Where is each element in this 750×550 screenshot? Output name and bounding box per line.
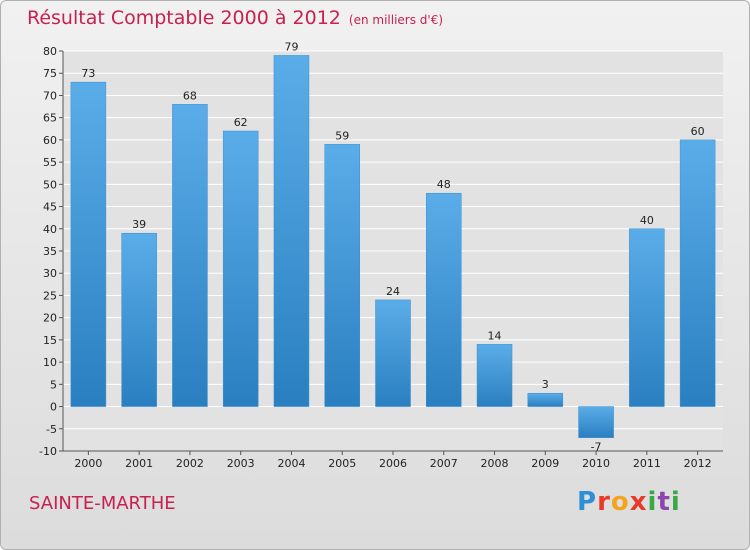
bar-2003	[222, 130, 259, 407]
x-tick-label-2010: 2010	[582, 457, 610, 470]
bars	[70, 55, 716, 438]
bar-2002	[172, 104, 208, 407]
data-labels: 73 39 68 62 79 59 24 48 14 3 -7 40 60	[81, 40, 704, 453]
x-tick-label-2002: 2002	[176, 457, 204, 470]
x-tick-label-2012: 2012	[684, 457, 712, 470]
y-tick-label: 25	[43, 289, 57, 302]
y-tick-label: 50	[43, 178, 57, 191]
y-tick-label: 10	[43, 356, 57, 369]
logo-letter: t	[657, 487, 671, 517]
y-tick-label: 40	[43, 223, 57, 236]
bar-2001	[121, 232, 157, 407]
logo-letter: i	[647, 487, 658, 517]
bar-2009	[527, 392, 564, 407]
chart-title: Résultat Comptable 2000 à 2012 (en millie…	[27, 7, 443, 29]
y-tick-label: 0	[50, 401, 57, 414]
y-tick-label: -10	[39, 445, 57, 458]
data-label-2010: -7	[591, 441, 602, 454]
y-tick-label: 60	[43, 134, 57, 147]
x-tick-label-2004: 2004	[277, 457, 305, 470]
data-label-2012: 60	[691, 125, 705, 138]
data-label-2011: 40	[640, 214, 654, 227]
y-tick-label: 20	[43, 312, 57, 325]
y-tick-label: 15	[43, 334, 57, 347]
y-tick-label: 30	[43, 267, 57, 280]
bar-2010	[578, 406, 614, 438]
bar-2004	[273, 55, 310, 407]
data-label-2005: 59	[335, 129, 349, 142]
y-tick-label: 5	[50, 378, 57, 391]
y-tick-label: 45	[43, 201, 57, 214]
town-name: SAINTE-MARTHE	[29, 493, 176, 514]
x-axis-ticks: 2000 2001 2002 2003 2004 2005 2006 2007 2008 2009…	[74, 451, 712, 470]
x-tick-label-2007: 2007	[430, 457, 458, 470]
logo-letter: r	[597, 487, 611, 517]
bar-2007	[426, 192, 462, 407]
logo-letter: x	[629, 487, 648, 517]
x-tick-label-2008: 2008	[481, 457, 509, 470]
x-tick-label-2000: 2000	[74, 457, 102, 470]
y-tick-label: 80	[43, 45, 57, 58]
data-label-2009: 3	[542, 378, 549, 391]
y-tick-label: 35	[43, 245, 57, 258]
bar-chart: 73 39 68 62 79 59 24 48 14 3 -7 40 60 -10 -5 0 5 10 15 20 2…	[39, 40, 723, 470]
bar-2006	[375, 299, 411, 407]
chart-unit-label: (en milliers d'€)	[348, 13, 444, 27]
data-label-2002: 68	[183, 89, 197, 102]
y-tick-label: 70	[43, 89, 57, 102]
x-tick-label-2003: 2003	[227, 457, 255, 470]
data-label-2003: 62	[234, 116, 248, 129]
logo-letter: i	[670, 487, 681, 517]
data-label-2007: 48	[437, 178, 451, 191]
y-tick-label: 65	[43, 112, 57, 125]
x-tick-label-2005: 2005	[328, 457, 356, 470]
y-tick-label: 55	[43, 156, 57, 169]
x-tick-label-2011: 2011	[633, 457, 661, 470]
data-label-2004: 79	[284, 40, 298, 53]
data-label-2000: 73	[81, 67, 95, 80]
bar-2005	[324, 144, 360, 407]
x-tick-label-2009: 2009	[531, 457, 559, 470]
y-axis-ticks: -10 -5 0 5 10 15 20 25 30 35 40 45 50 55 60 65 70 75 80	[39, 45, 63, 458]
bar-2008	[476, 344, 513, 407]
logo-letter: o	[610, 487, 630, 517]
bar-2012	[679, 139, 716, 407]
x-tick-label-2006: 2006	[379, 457, 407, 470]
y-tick-label: 75	[43, 67, 57, 80]
logo-letter: P	[577, 487, 598, 517]
data-label-2001: 39	[132, 218, 146, 231]
x-tick-label-2001: 2001	[125, 457, 153, 470]
data-label-2008: 14	[488, 329, 502, 342]
proxiti-logo[interactable]: Proxiti	[577, 487, 681, 517]
data-label-2006: 24	[386, 285, 400, 298]
y-tick-label: -5	[46, 423, 57, 436]
chart-title-text: Résultat Comptable 2000 à 2012	[27, 7, 341, 29]
bar-2011	[629, 228, 665, 407]
bar-2000	[70, 81, 107, 407]
